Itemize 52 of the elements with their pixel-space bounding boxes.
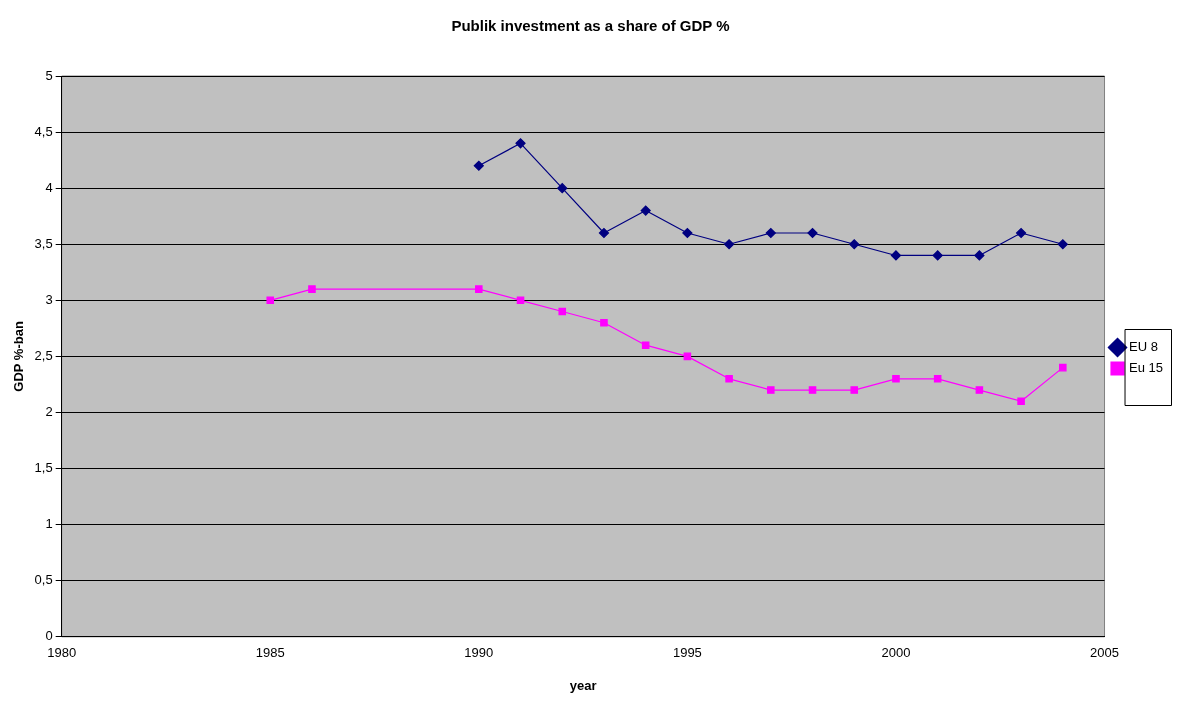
y-tick-label: 2,5 <box>34 347 53 363</box>
point <box>598 227 610 239</box>
point <box>600 318 608 327</box>
x-axis-title: year <box>569 677 597 693</box>
point <box>516 296 525 305</box>
y-tick-label: 4 <box>45 179 53 195</box>
point <box>682 227 693 239</box>
point <box>557 183 568 194</box>
legend-label: Eu 15 <box>1129 360 1164 376</box>
point <box>767 386 775 394</box>
point <box>765 227 776 239</box>
point <box>933 375 942 383</box>
point <box>1017 397 1025 406</box>
y-tick-label: 3,5 <box>34 235 53 251</box>
y-tick-label: 1 <box>45 516 53 532</box>
x-tick-label: 1980 <box>47 645 77 661</box>
point <box>308 285 316 293</box>
point <box>975 386 984 394</box>
y-tick-label: 2 <box>45 404 53 420</box>
x-tick-label: 2005 <box>1090 645 1119 661</box>
y-tick-label: 1,5 <box>34 460 53 476</box>
point <box>515 138 526 149</box>
chart-title: Publik investment as a share of GDP % <box>451 17 730 35</box>
point <box>1016 227 1027 239</box>
legend-label: EU 8 <box>1129 339 1158 355</box>
point <box>725 375 733 383</box>
y-tick-label: 5 <box>45 67 53 83</box>
point <box>890 250 902 261</box>
point <box>558 307 567 316</box>
point <box>974 250 985 261</box>
point <box>1057 239 1068 250</box>
y-tick-label: 0 <box>45 628 53 644</box>
x-tick-label: 1995 <box>672 645 702 661</box>
x-tick-label: 2000 <box>881 645 911 661</box>
point <box>473 160 484 171</box>
point <box>266 296 275 305</box>
point <box>808 386 817 394</box>
y-tick-label: 3 <box>45 291 53 307</box>
y-axis-title: GDP %-ban <box>11 321 27 392</box>
point <box>932 250 943 261</box>
point <box>640 205 651 216</box>
point <box>475 285 483 293</box>
x-tick-label: 1985 <box>255 645 285 661</box>
point <box>892 375 900 383</box>
y-tick-label: 0,5 <box>34 572 53 588</box>
point <box>724 239 735 250</box>
point <box>1059 363 1067 372</box>
y-tick-label: 4,5 <box>34 123 53 139</box>
point <box>849 239 860 250</box>
point <box>850 386 859 394</box>
x-tick-label: 1990 <box>464 645 494 661</box>
point <box>641 341 650 349</box>
